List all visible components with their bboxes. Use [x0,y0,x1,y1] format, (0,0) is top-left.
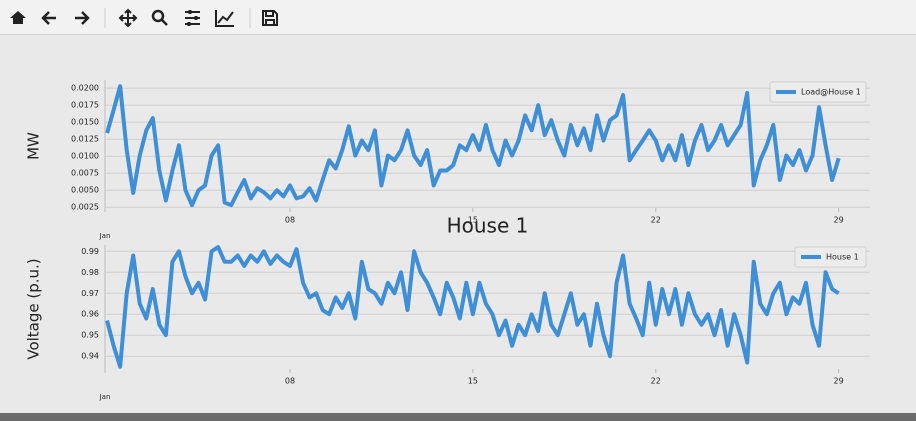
y-axis-label: MW [25,132,43,160]
x-offset-text: Jan [99,393,111,401]
x-tick-label: 29 [834,216,844,225]
y-tick-label: 0.94 [81,352,99,361]
configure-button[interactable] [185,10,200,26]
y-tick-label: 0.98 [81,268,99,277]
forward-button[interactable] [75,11,90,25]
legend [794,246,867,268]
chart-title: House 1 [447,214,529,238]
data-line [105,84,841,208]
pan-button[interactable] [118,8,138,28]
y-tick-label: 0.0100 [71,152,99,161]
legend [769,81,867,103]
y-tick-label: 0.0175 [71,101,99,110]
y-tick-label: 0.0150 [71,118,99,127]
y-tick-label: 0.0050 [71,186,99,195]
x-tick-label: 15 [468,377,478,386]
y-tick-label: 0.95 [81,331,99,340]
edit-axes-button[interactable] [215,10,234,27]
taskbar [0,413,916,421]
x-tick-label: 29 [834,377,844,386]
zoom-button[interactable] [151,9,168,26]
y-tick-label: 0.0125 [71,135,99,144]
y-tick-label: 0.0075 [71,169,99,178]
home-button[interactable] [10,11,26,24]
y-tick-label: 0.96 [81,310,99,319]
legend-label: House 1 [826,253,859,262]
x-tick-label: 22 [651,377,661,386]
y-tick-label: 0.97 [81,289,99,298]
x-tick-label: 08 [285,377,295,386]
data-line [105,245,840,369]
y-tick-label: 0.0025 [71,203,99,212]
save-button[interactable] [262,10,278,26]
y-axis-label: Voltage (p.u.) [25,258,43,359]
x-tick-label: 08 [285,216,295,225]
x-offset-text: Jan [99,232,111,240]
back-button[interactable] [41,11,56,25]
x-tick-label: 22 [651,216,661,225]
y-tick-label: 0.99 [81,247,99,256]
legend-label: Load@House 1 [801,88,861,97]
x-tick-label: 15 [468,216,478,225]
y-tick-label: 0.0200 [71,84,99,93]
toolbar [0,0,916,34]
